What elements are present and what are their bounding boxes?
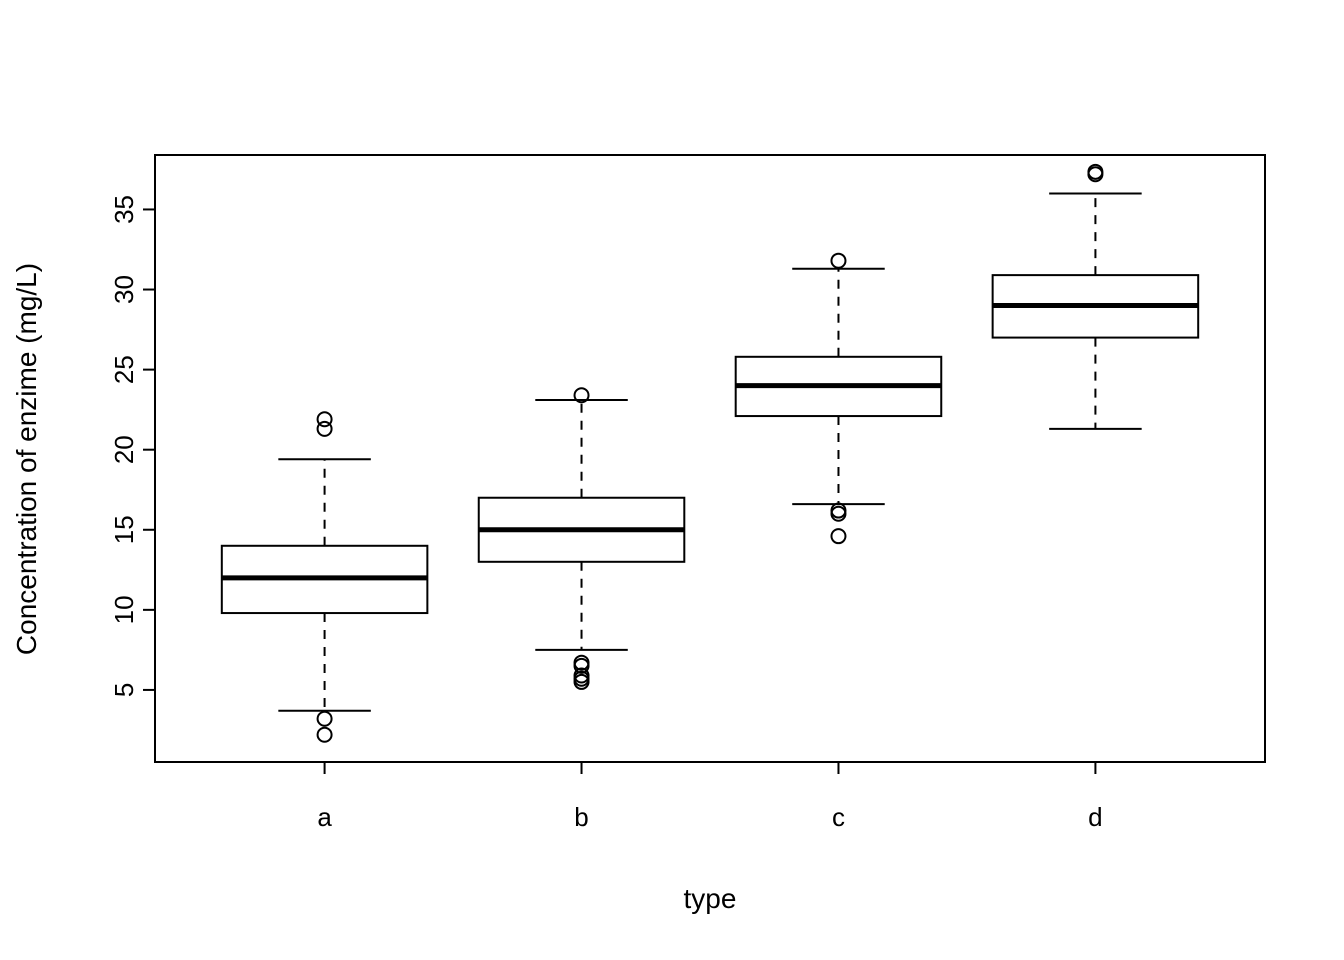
outlier-a	[316, 411, 333, 428]
outlier-c	[830, 505, 847, 522]
outlier-a	[316, 710, 333, 727]
x-tick-label: c	[832, 802, 845, 832]
y-tick-label: 35	[109, 195, 139, 224]
outlier-c	[830, 528, 847, 545]
plot-border	[154, 154, 1266, 763]
y-axis-label: Concentration of enzime (mg/L)	[11, 263, 42, 655]
outlier-d	[1087, 163, 1104, 180]
outlier-c	[830, 252, 847, 269]
outlier-a	[316, 726, 333, 743]
x-axis-label: type	[684, 883, 737, 914]
x-tick-label: b	[574, 802, 588, 832]
outlier-a	[316, 420, 333, 437]
x-tick-label: d	[1088, 802, 1102, 832]
outlier-c	[830, 502, 847, 519]
y-tick-label: 30	[109, 275, 139, 304]
outlier-b	[573, 673, 590, 690]
plot-content: 5 10 15 20 25 30 35 a b c d	[109, 154, 1266, 832]
y-tick-label: 15	[109, 515, 139, 544]
outlier-b	[573, 387, 590, 404]
x-tick-label: a	[317, 802, 332, 832]
y-tick-label: 10	[109, 595, 139, 624]
y-tick-label: 20	[109, 435, 139, 464]
outlier-b	[573, 657, 590, 674]
y-tick-label: 25	[109, 355, 139, 384]
y-tick-label: 5	[109, 683, 139, 697]
